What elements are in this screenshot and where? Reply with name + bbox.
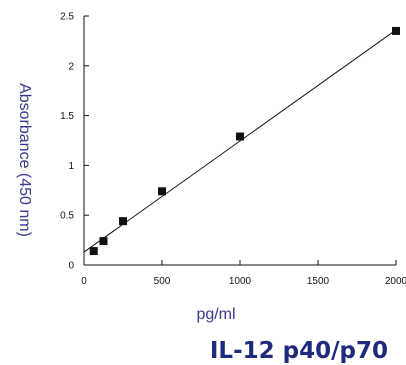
x-tick-label-2: 1000	[229, 276, 252, 287]
data-point-1	[99, 237, 108, 246]
x-tick-label-4: 2000	[385, 276, 406, 287]
y-tick-label-2: 1	[68, 161, 74, 172]
x-axis-label: pg/ml	[196, 306, 235, 323]
y-tick-label-4: 2	[68, 61, 74, 72]
y-tick-label-5: 2.5	[60, 12, 74, 23]
y-tick-label-0: 0	[68, 261, 74, 272]
y-tick-label-3: 1.5	[60, 111, 74, 122]
ticks: 0 0.5 1 1.5 2 2.5 0 500 1000 1500 2000	[60, 12, 406, 288]
data-point-0	[89, 247, 98, 256]
x-tick-label-0: 0	[81, 276, 87, 287]
x-tick-label-3: 1500	[307, 276, 330, 287]
data-point-2	[119, 217, 127, 226]
fit-line	[83, 29, 397, 253]
data-point-4	[236, 132, 244, 141]
fit-line-group	[83, 29, 397, 253]
chart-title: IL-12 p40/p70	[210, 338, 388, 364]
data-points	[89, 26, 400, 256]
x-tick-label-1: 500	[154, 276, 171, 287]
data-point-5	[392, 26, 400, 35]
y-tick-label-1: 0.5	[60, 211, 74, 222]
data-point-3	[158, 187, 166, 196]
y-axis-label: Absorbance (450 nm)	[16, 83, 33, 237]
